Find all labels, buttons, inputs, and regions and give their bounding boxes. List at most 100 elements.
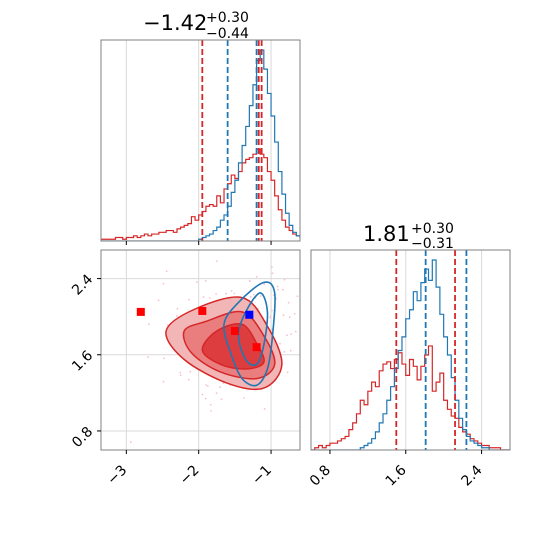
scatter-point	[148, 323, 150, 326]
scatter-point	[271, 266, 273, 269]
y-tick-labels-param-2: 0.8 1.6 2.4	[69, 271, 96, 451]
y-tick-label-param-2-1: 1.6	[69, 348, 96, 375]
x-tick-label-param-1-1: −2	[177, 462, 203, 488]
scatter-point	[328, 331, 330, 333]
scatter-point	[202, 296, 205, 298]
marginal-param-2-plot-area	[311, 250, 510, 450]
scatter-point	[230, 290, 233, 292]
frame-joint	[100, 249, 301, 451]
scatter-point	[269, 315, 272, 318]
joint-panel	[97, 234, 395, 454]
scatter-point	[179, 371, 182, 374]
scatter-point	[294, 330, 297, 333]
scatter-point	[208, 297, 211, 299]
scatter-point	[188, 298, 191, 301]
title-param-2-plus: +0.30	[411, 221, 454, 237]
y-tick-label-param-2-0: 0.8	[69, 424, 96, 451]
scatter-point	[283, 351, 286, 353]
x-tick-label-param-2-2: 2.4	[459, 462, 486, 489]
scatter-point	[282, 288, 284, 291]
marginal-param-1-plot-area	[101, 40, 300, 241]
scatter-point	[307, 394, 309, 396]
scatter-point	[215, 392, 218, 394]
x-tick-label-param-1-0: −3	[104, 462, 130, 488]
scatter-point	[290, 333, 293, 336]
scatter-point	[187, 378, 190, 381]
marker-red-2	[230, 326, 239, 335]
scatter-point	[314, 279, 316, 281]
scatter-point	[308, 370, 310, 372]
frame-right	[310, 249, 511, 451]
scatter-point	[248, 280, 251, 282]
marginal-param-1-panel	[100, 39, 301, 245]
scatter-point	[165, 270, 168, 272]
scatter-point	[293, 313, 296, 315]
marker-red-3	[252, 343, 261, 352]
scatter-point	[215, 293, 218, 295]
scatter-point	[179, 374, 182, 377]
scatter-point	[276, 285, 279, 288]
frame-top	[100, 39, 301, 242]
scatter-point	[336, 294, 338, 296]
histogram-red-param-1	[101, 148, 300, 241]
x-tick-label-param-2-1: 1.6	[383, 462, 410, 489]
scatter-point	[157, 299, 160, 302]
contour-blue-level-0	[223, 281, 276, 387]
scatter-point	[217, 234, 219, 236]
scatter-point	[289, 349, 292, 352]
title-param-2-minus: −0.31	[411, 236, 454, 252]
scatter-point	[283, 278, 286, 281]
scatter-point	[215, 260, 218, 262]
scatter-point	[306, 345, 308, 347]
svg-text:1.81: 1.81	[363, 222, 410, 246]
scatter-point	[162, 282, 165, 285]
scatter-point	[249, 295, 252, 298]
scatter-point	[162, 380, 165, 383]
scatter-point	[196, 281, 198, 284]
scatter-point	[269, 317, 272, 319]
scatter-point	[204, 280, 207, 282]
x-tick-labels-param-2: 0.8 1.6 2.4	[307, 462, 486, 489]
scatter-point	[220, 398, 223, 401]
scatter-point	[209, 403, 212, 406]
scatter-point	[263, 408, 266, 410]
marker-red-1	[198, 306, 207, 315]
scatter-point	[286, 371, 289, 374]
scatter-point	[204, 397, 207, 400]
histogram-blue-param-1	[101, 49, 300, 241]
scatter-point	[307, 267, 309, 269]
scatter-point	[277, 288, 279, 291]
contour-blue-level-1	[237, 292, 269, 367]
scatter-point	[255, 275, 258, 278]
scatter-point	[205, 384, 208, 386]
scatter-point	[189, 370, 192, 373]
scatter-point	[222, 382, 225, 385]
scatter-point	[287, 301, 290, 304]
scatter-point	[156, 246, 158, 248]
scatter-point	[252, 293, 255, 296]
scatter-point	[129, 441, 132, 444]
x-tick-label-param-2-0: 0.8	[307, 462, 334, 489]
scatter-point	[176, 315, 178, 317]
histogram-blue-param-2	[311, 259, 510, 450]
title-param-1-minus: −0.44	[206, 26, 249, 42]
scatter-point	[206, 385, 209, 387]
scatter-point	[271, 272, 274, 275]
scatter-point	[263, 283, 266, 286]
title-param-1-plus: +0.30	[206, 10, 249, 26]
scatter-point	[243, 397, 246, 399]
scatter-point	[308, 339, 310, 341]
scatter-point	[259, 295, 262, 297]
scatter-point	[307, 407, 309, 409]
scatter-point	[393, 323, 395, 325]
contour-red-level-2	[201, 323, 265, 370]
title-param-2: 1.81 +0.30 −0.31	[363, 221, 454, 252]
x-tick-label-param-1-2: −1	[249, 462, 275, 488]
scatter-point	[309, 349, 311, 351]
scatter-point	[163, 357, 165, 360]
scatter-point	[296, 295, 299, 298]
scatter-point	[219, 386, 222, 389]
scatter-point	[282, 314, 285, 317]
scatter-point	[304, 365, 306, 367]
